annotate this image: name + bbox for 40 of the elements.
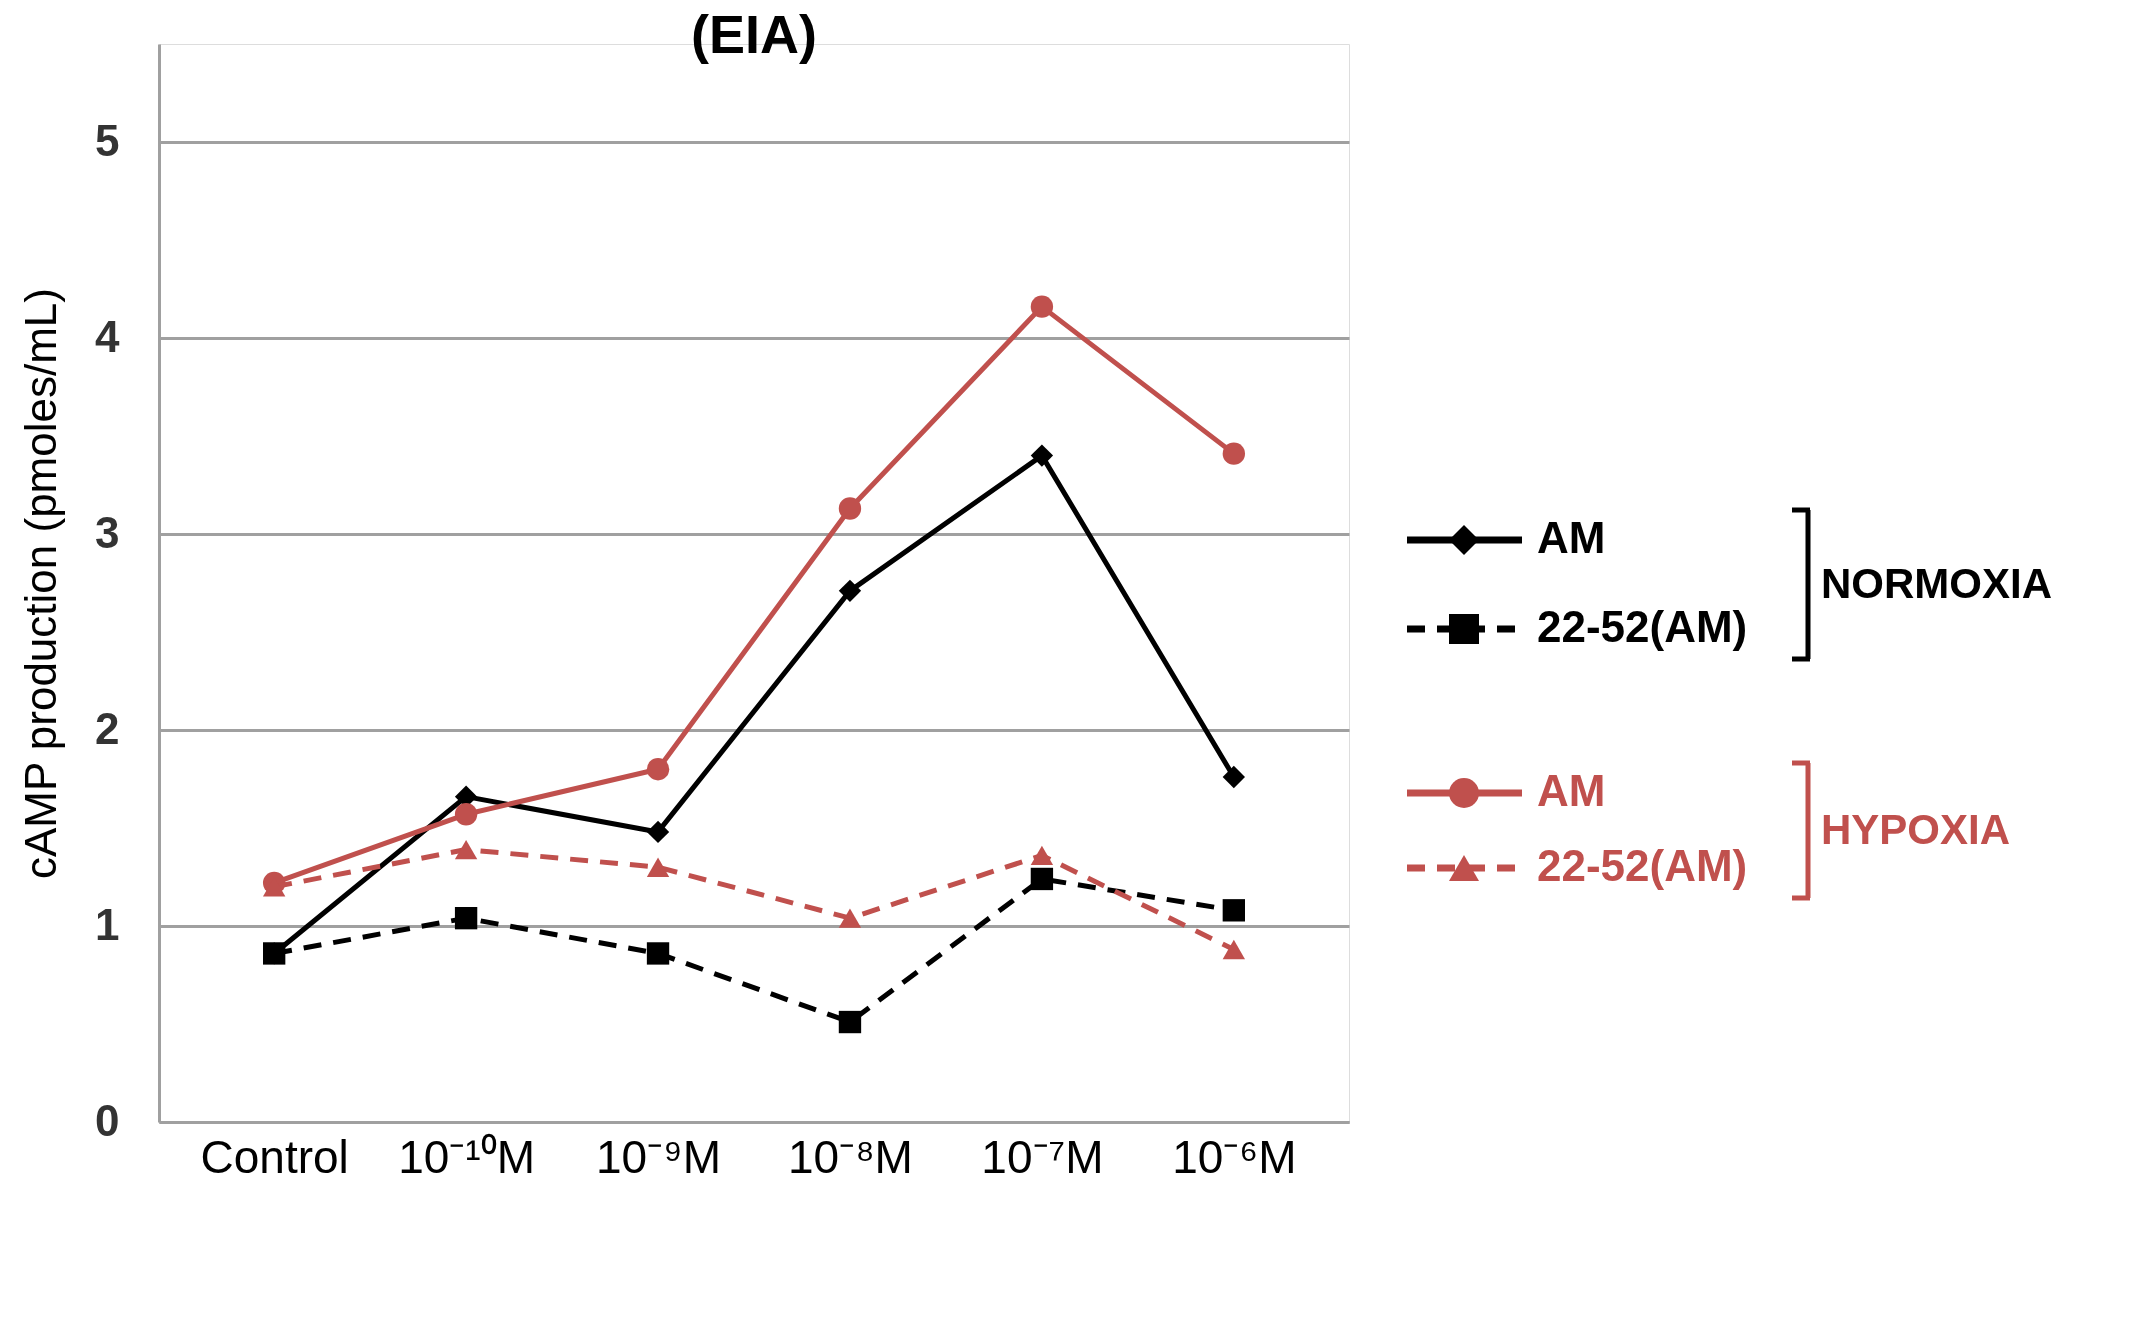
point [838, 1010, 862, 1034]
point [646, 758, 670, 781]
legend-label: 22-52(AM) [1537, 841, 1748, 890]
x-tick-label: 10⁻⁷M [981, 1130, 1104, 1183]
y-axis-title: cAMP production (pmoles/mL) [16, 288, 66, 879]
chart-title: (EIA) [691, 4, 817, 64]
x-tick-label: Control [200, 1130, 349, 1183]
point [646, 820, 670, 844]
point [1222, 765, 1246, 789]
x-tick-label: 10⁻¹⁰M [398, 1130, 535, 1183]
point [454, 839, 478, 860]
point [1030, 295, 1054, 318]
point [1222, 442, 1246, 465]
text: HYPOXIA [1821, 805, 2011, 853]
legend-label: AM [1537, 513, 1606, 562]
point [1222, 899, 1246, 922]
x-tick-label: 10⁻⁸M [788, 1130, 913, 1183]
point [1222, 939, 1246, 960]
y-tick-label: 5 [95, 115, 120, 165]
y-tick-label: 4 [95, 311, 121, 361]
point [262, 942, 286, 965]
legend-label: AM [1537, 766, 1606, 815]
x-tick-label: 10⁻⁹M [595, 1130, 722, 1183]
point [838, 497, 862, 520]
y-tick-label: 1 [95, 899, 120, 949]
point [454, 803, 478, 826]
point [454, 906, 478, 930]
point [1030, 845, 1054, 866]
point [838, 908, 862, 928]
x-tick-label: 10⁻⁶M [1172, 1130, 1297, 1183]
legend-label: 22-52(AM) [1537, 602, 1748, 651]
point [1030, 867, 1054, 891]
point [838, 579, 862, 603]
y-tick-label: 3 [95, 507, 120, 557]
point [646, 942, 670, 965]
point [1030, 444, 1054, 467]
point [646, 857, 670, 877]
text: NORMOXIA [1821, 559, 2052, 607]
y-tick-label: 2 [95, 703, 120, 753]
y-tick-label: 0 [95, 1095, 120, 1145]
